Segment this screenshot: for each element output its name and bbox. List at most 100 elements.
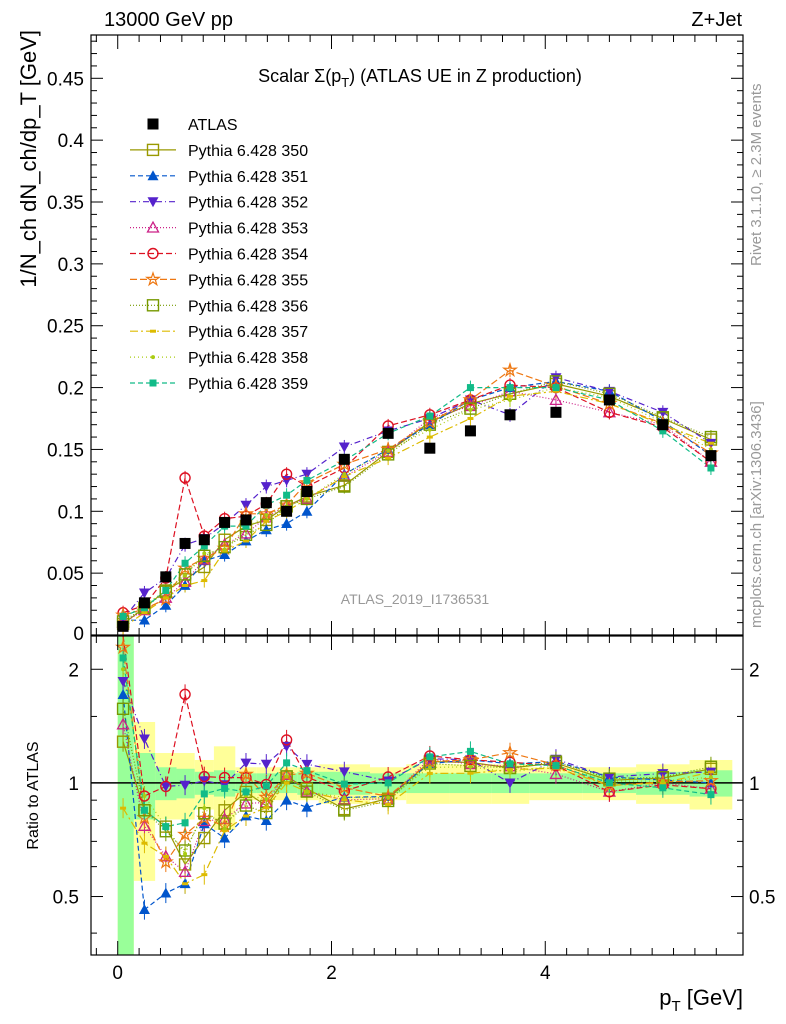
- series-ratio-marker: [138, 790, 151, 802]
- series-marker: [468, 407, 473, 412]
- analysis-watermark: ATLAS_2019_I1736531: [341, 591, 490, 607]
- series-ratio-marker: [202, 806, 207, 811]
- series-ratio-marker: [386, 795, 391, 800]
- series-marker: [179, 472, 191, 484]
- series-ratio-marker: [240, 771, 252, 784]
- ratio-band-inner: [117, 636, 134, 955]
- series-ratio-marker: [178, 844, 192, 857]
- legend-entry: Pythia 6.428 351: [188, 169, 308, 186]
- series-ratio-marker: [338, 804, 351, 817]
- series-marker: [603, 386, 615, 397]
- y-tick-label: 0.05: [47, 564, 84, 585]
- series-marker: [659, 427, 667, 435]
- series-marker: [264, 513, 269, 517]
- series-marker: [201, 579, 208, 583]
- ratio-tick-label-right: 1: [749, 774, 760, 795]
- series-marker: [218, 533, 231, 546]
- series-marker: [119, 612, 127, 620]
- atlas-data-point: [424, 442, 436, 454]
- series-ratio-marker: [219, 832, 231, 843]
- series-marker: [141, 611, 148, 615]
- series-ratio-marker: [115, 638, 132, 655]
- series-ratio-marker: [218, 804, 231, 817]
- series-ratio-marker: [421, 753, 438, 769]
- series-marker: [183, 573, 188, 578]
- series-line-main: [122, 380, 712, 622]
- series-marker: [552, 384, 560, 392]
- series-ratio-marker: [116, 735, 130, 748]
- series-ratio-marker: [384, 779, 392, 787]
- legend-entry: Pythia 6.428 352: [188, 195, 308, 212]
- series-ratio-marker: [385, 802, 392, 806]
- series-ratio-marker: [138, 804, 151, 817]
- y-tick-label: 0.3: [58, 255, 84, 276]
- series-marker: [338, 480, 351, 493]
- series-ratio-marker: [198, 831, 211, 845]
- legend-marker: [147, 170, 159, 181]
- series-ratio-marker: [222, 826, 227, 831]
- atlas-data-point: [464, 425, 476, 437]
- series-marker: [506, 394, 513, 398]
- ratio-uncertainty-bands: [91, 636, 743, 955]
- series-marker: [501, 361, 519, 378]
- series-ratio-marker: [464, 759, 477, 773]
- series-ratio-marker: [242, 814, 249, 818]
- atlas-data-point: [117, 620, 129, 632]
- series-ratio-marker: [424, 750, 436, 762]
- series-ratio-marker: [196, 810, 213, 826]
- series-ratio-marker: [605, 779, 613, 787]
- series-marker: [219, 549, 231, 559]
- legend-marker: [147, 247, 159, 260]
- series-ratio-marker: [140, 806, 148, 814]
- legend-marker: [147, 197, 159, 208]
- series-marker: [200, 542, 208, 550]
- series-ratio-marker: [702, 772, 719, 788]
- plot-title: Scalar Σ(pT) (ATLAS UE in Z production): [258, 66, 582, 90]
- series-marker: [260, 518, 273, 532]
- series-marker: [421, 413, 438, 430]
- atlas-data-point: [550, 406, 562, 418]
- series-ratio-marker: [137, 819, 152, 831]
- series-marker: [242, 539, 249, 543]
- series-marker: [138, 588, 150, 599]
- ratio-tick-label-right: 2: [749, 660, 760, 681]
- series-ratio-marker: [162, 823, 170, 831]
- y-tick-label: 0.45: [47, 69, 84, 90]
- series-marker: [385, 456, 392, 460]
- series-ratio-marker: [284, 774, 289, 779]
- series-ratio-marker: [160, 780, 172, 793]
- atlas-data-point: [382, 427, 394, 439]
- atlas-data-point: [338, 453, 350, 465]
- y-tick-label: 0.4: [58, 131, 85, 152]
- series-marker: [178, 568, 192, 581]
- series-marker: [239, 526, 253, 539]
- legend-marker: [146, 220, 160, 233]
- series-ratio-marker: [117, 677, 129, 687]
- series-ratio-marker: [160, 887, 172, 898]
- series-ratio-marker: [283, 759, 291, 767]
- legend-marker: [149, 379, 157, 387]
- atlas-data-point: [603, 394, 615, 406]
- series-ratio-marker: [467, 771, 474, 775]
- series-ratio-marker: [179, 780, 191, 791]
- series-ratio-marker: [707, 791, 715, 799]
- ratio-axis-label: Ratio to ATLAS: [25, 741, 42, 849]
- atlas-data-point: [160, 571, 172, 583]
- series-ratio-marker: [506, 760, 514, 768]
- y-tick-label: 0.25: [47, 317, 84, 338]
- series-ratio-marker: [301, 801, 313, 812]
- series-marker: [467, 417, 474, 421]
- legend-entry: Pythia 6.428 355: [188, 272, 308, 289]
- series-ratio-marker: [116, 702, 130, 716]
- atlas-data-points: [117, 394, 717, 632]
- legend-marker: [146, 299, 160, 312]
- ratio-tick-label: 0.5: [53, 888, 79, 909]
- ratio-tick-label: 2: [68, 660, 79, 681]
- series-ratio-marker: [501, 744, 519, 760]
- series-line-ratio: [122, 647, 711, 864]
- atlas-data-point: [504, 409, 516, 421]
- series-ratio-marker: [279, 768, 294, 780]
- series-ratio-marker: [221, 784, 229, 792]
- atlas-data-point: [240, 514, 252, 526]
- series-marker: [162, 586, 170, 594]
